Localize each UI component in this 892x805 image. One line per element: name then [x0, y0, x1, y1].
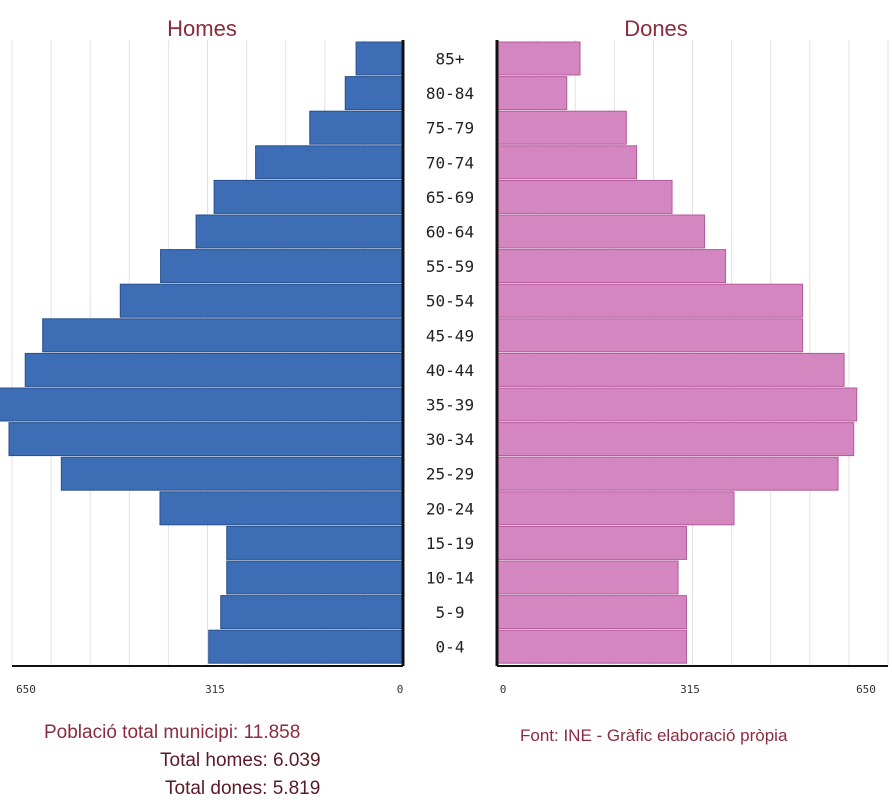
bar-dones-80-84 — [496, 76, 568, 111]
bar-homes-0-4 — [208, 629, 404, 664]
bar-homes-70-74 — [255, 145, 404, 180]
series-title-dones: Dones — [624, 16, 688, 41]
footer-total-men: Total homes: 6.039 — [160, 750, 321, 771]
age-label-25-29: 25-29 — [426, 465, 474, 484]
bar-dones-50-54 — [496, 283, 804, 318]
bar-homes-5-9 — [220, 595, 404, 630]
bar-dones-70-74 — [496, 145, 638, 180]
bar-dones-35-39 — [496, 387, 858, 422]
bar-dones-55-59 — [496, 249, 727, 284]
age-label-35-39: 35-39 — [426, 396, 474, 415]
age-label-30-34: 30-34 — [426, 430, 474, 449]
age-label-20-24: 20-24 — [426, 499, 474, 518]
bar-homes-60-64 — [195, 214, 404, 249]
bar-dones-25-29 — [496, 456, 839, 491]
age-labels: 85+ 80-84 75-79 70-74 65-69 60-64 55-59 50-54 45… — [426, 50, 474, 657]
tick-right-315: 315 — [680, 683, 700, 696]
bar-homes-50-54 — [119, 283, 404, 318]
series-title-homes: Homes — [167, 16, 237, 41]
bar-dones-40-44 — [496, 352, 845, 387]
age-label-0-4: 0-4 — [436, 638, 465, 657]
age-label-70-74: 70-74 — [426, 153, 474, 172]
bar-homes-30-34 — [8, 422, 404, 457]
bars-homes — [0, 41, 404, 664]
bar-homes-55-59 — [160, 249, 404, 284]
bar-dones-0-4 — [496, 629, 687, 664]
bar-dones-15-19 — [496, 525, 687, 560]
footer-total-women: Total dones: 5.819 — [165, 778, 321, 799]
age-label-65-69: 65-69 — [426, 188, 474, 207]
footer-source: Font: INE - Gràfic elaboració pròpia — [520, 726, 788, 745]
age-label-5-9: 5-9 — [436, 603, 465, 622]
bar-dones-60-64 — [496, 214, 706, 249]
age-label-15-19: 15-19 — [426, 534, 474, 553]
tick-left-315: 315 — [205, 683, 225, 696]
bar-dones-30-34 — [496, 422, 855, 457]
age-label-45-49: 45-49 — [426, 326, 474, 345]
bar-dones-20-24 — [496, 491, 735, 526]
bar-homes-40-44 — [24, 352, 404, 387]
age-label-55-59: 55-59 — [426, 257, 474, 276]
tick-left-650: 650 — [16, 683, 36, 696]
bar-homes-15-19 — [226, 525, 404, 560]
bar-homes-85+ — [355, 41, 404, 76]
age-label-60-64: 60-64 — [426, 223, 474, 242]
age-label-10-14: 10-14 — [426, 569, 474, 588]
tick-left-0: 0 — [397, 683, 404, 696]
bar-dones-5-9 — [496, 595, 687, 630]
bar-homes-65-69 — [213, 179, 404, 214]
bar-dones-75-79 — [496, 110, 627, 145]
age-label-80-84: 80-84 — [426, 84, 474, 103]
bar-homes-45-49 — [42, 318, 404, 353]
bars-dones — [496, 41, 858, 664]
bar-homes-20-24 — [159, 491, 404, 526]
population-pyramid-chart: Homes Dones 85+ 80-84 75-79 70-74 65-69 60-64… — [0, 16, 889, 696]
bar-homes-80-84 — [344, 76, 404, 111]
age-label-75-79: 75-79 — [426, 119, 474, 138]
tick-right-0: 0 — [500, 683, 507, 696]
age-label-50-54: 50-54 — [426, 292, 474, 311]
bar-dones-65-69 — [496, 179, 673, 214]
tick-right-650: 650 — [856, 683, 876, 696]
bar-dones-45-49 — [496, 318, 804, 353]
bar-homes-25-29 — [60, 456, 404, 491]
bar-homes-35-39 — [0, 387, 404, 422]
bar-homes-10-14 — [226, 560, 404, 595]
footer-total-population: Població total municipi: 11.858 — [44, 722, 301, 743]
bar-dones-10-14 — [496, 560, 679, 595]
age-label-40-44: 40-44 — [426, 361, 474, 380]
age-label-85+: 85+ — [436, 50, 465, 69]
bar-homes-75-79 — [309, 110, 404, 145]
bar-dones-85+ — [496, 41, 581, 76]
